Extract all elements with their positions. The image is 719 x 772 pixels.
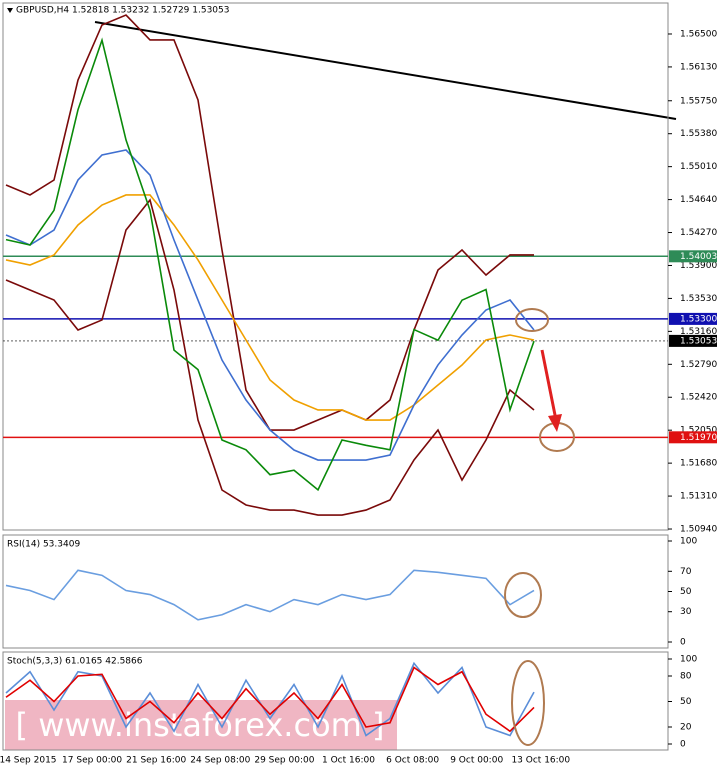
y-tick-label: 1.53160 (680, 327, 717, 337)
x-tick-label: 17 Sep 00:00 (62, 756, 122, 766)
y-tick-label: 1.55380 (680, 129, 717, 139)
x-tick-label: 9 Oct 00:00 (450, 756, 503, 766)
y-tick-label: 1.53900 (680, 261, 717, 271)
level-label: 1.51970 (680, 433, 717, 443)
y-tick-label: 1.56130 (680, 62, 717, 72)
y-tick-label: 50 (680, 697, 692, 707)
trendline (94, 21, 677, 120)
y-tick-label: 20 (680, 723, 692, 733)
x-tick-label: 29 Sep 00:00 (254, 756, 314, 766)
annotation-circle (511, 660, 545, 746)
y-tick-label: 100 (680, 655, 697, 665)
x-tick-label: 14 Sep 2015 (0, 756, 57, 766)
series-line (5, 149, 535, 461)
series-line (5, 569, 535, 621)
arrow (540, 349, 558, 421)
y-tick-label: 1.54640 (680, 195, 717, 205)
x-tick-label: 21 Sep 16:00 (126, 756, 186, 766)
series-line (5, 198, 535, 516)
y-tick-label: 1.52790 (680, 360, 717, 370)
annotation-circle (504, 572, 542, 618)
rsi-title: RSI(14) 53.3409 (7, 540, 80, 550)
y-tick-label: 1.51310 (680, 492, 717, 502)
icon (7, 8, 13, 13)
y-tick-label: 1.52050 (680, 426, 717, 436)
y-tick-label: 1.51680 (680, 459, 717, 469)
y-tick-label: 1.50940 (680, 525, 717, 535)
watermark: [ www.instaforex.com ] (16, 706, 385, 744)
panel-frame (2, 2, 669, 531)
stoch-title: Stoch(5,3,3) 61.0165 42.5866 (7, 657, 143, 667)
y-tick-label: 0 (680, 638, 686, 648)
level-label-box (669, 431, 717, 444)
y-tick-label: 1.54270 (680, 228, 717, 238)
y-tick-label: 80 (680, 672, 692, 682)
level-label-box (669, 250, 717, 263)
y-tick-label: 70 (680, 567, 692, 577)
y-tick-label: 1.53530 (680, 294, 717, 304)
y-tick-label: 100 (680, 537, 697, 547)
level-label-box (669, 312, 717, 325)
annotation-circle (515, 308, 549, 332)
y-tick-label: 30 (680, 607, 692, 617)
y-tick-label: 1.56500 (680, 29, 717, 39)
y-tick-label: 1.55750 (680, 96, 717, 106)
series-line (5, 37, 535, 492)
x-tick-label: 1 Oct 16:00 (322, 756, 375, 766)
x-tick-label: 6 Oct 08:00 (386, 756, 439, 766)
x-tick-label: 24 Sep 08:00 (190, 756, 250, 766)
series-line (5, 666, 535, 733)
y-tick-label: 1.52420 (680, 393, 717, 403)
level-label-box (669, 334, 717, 347)
y-tick-label: 50 (680, 587, 692, 597)
x-tick-label: 13 Oct 16:00 (511, 756, 570, 766)
y-tick-label: 1.55010 (680, 162, 717, 172)
y-tick-label: 0 (680, 740, 686, 750)
level-label: 1.54003 (680, 252, 717, 262)
level-label: 1.53300 (680, 314, 717, 324)
level-label: 1.53053 (680, 336, 717, 346)
chart-title: GBPUSD,H4 1.52818 1.53232 1.52729 1.5305… (16, 6, 229, 16)
watermark-box (5, 700, 397, 750)
arrow-head (548, 414, 562, 432)
series-line (5, 194, 535, 421)
